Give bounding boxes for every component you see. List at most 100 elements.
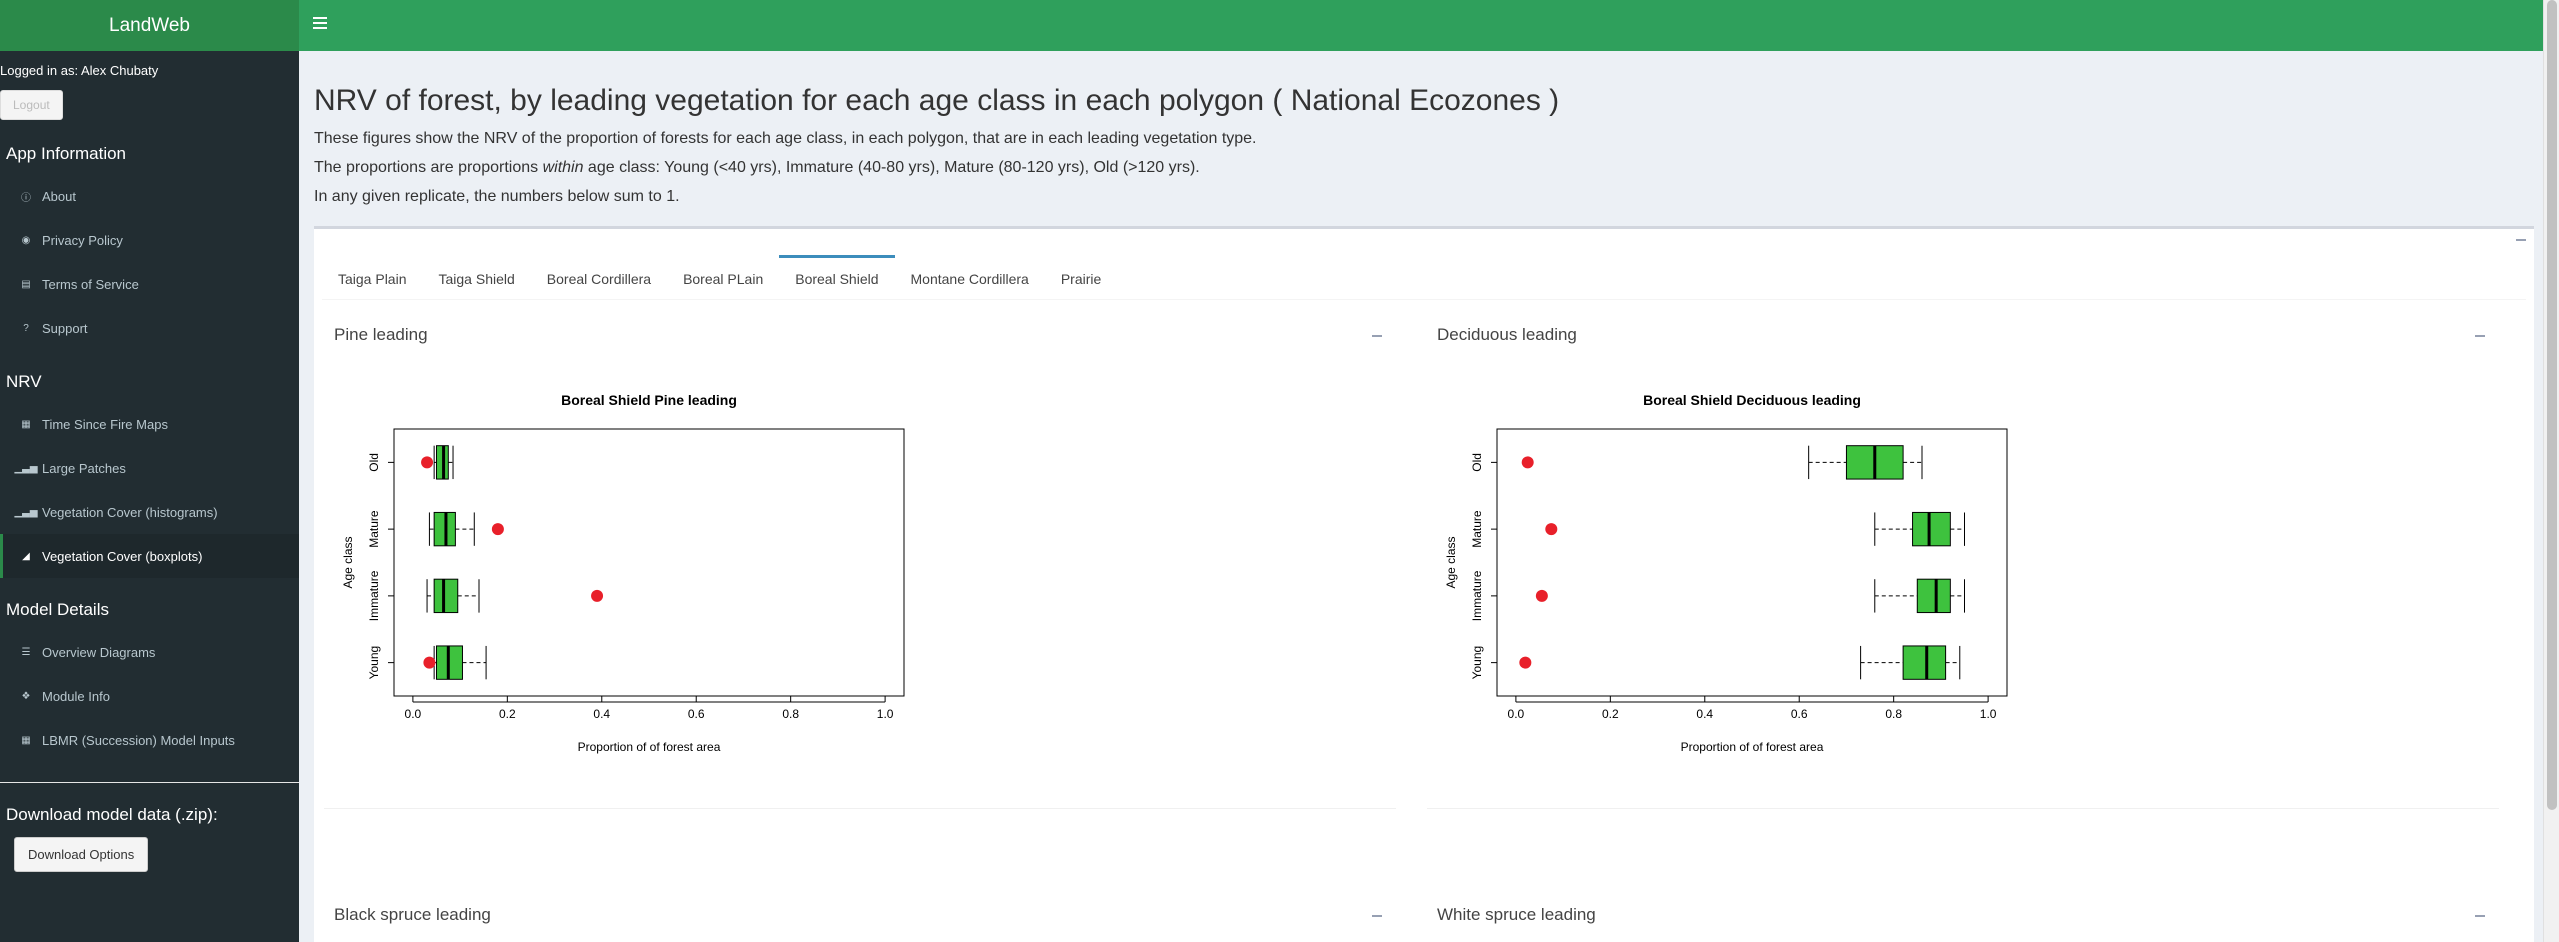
x-axis-label: Proportion of of forest area bbox=[1681, 740, 1824, 754]
tab-boreal-plain[interactable]: Boreal PLain bbox=[683, 271, 764, 287]
desc-line-3: In any given replicate, the numbers belo… bbox=[314, 188, 680, 205]
y-axis-label: Age class bbox=[341, 536, 355, 588]
ecozone-box: Taiga Plain Taiga Shield Boreal Cordillera… bbox=[314, 226, 2534, 942]
panel-white-spruce-leading: White spruce leading bbox=[1427, 889, 2499, 942]
top-navbar bbox=[299, 0, 2543, 51]
data-point bbox=[1535, 589, 1548, 602]
x-tick-label: 0.2 bbox=[1602, 707, 1619, 721]
ecozone-tabs: Taiga Plain Taiga Shield Boreal Cordillera… bbox=[322, 255, 2526, 300]
x-tick-label: 1.0 bbox=[1980, 707, 1997, 721]
x-tick-label: 0.6 bbox=[1791, 707, 1808, 721]
page-description: These figures show the NRV of the propor… bbox=[314, 124, 2543, 211]
tab-taiga-shield[interactable]: Taiga Shield bbox=[438, 271, 515, 287]
sidebar-section-header: App Information bbox=[6, 144, 127, 163]
box bbox=[1916, 578, 1951, 614]
x-axis-label: Proportion of of forest area bbox=[578, 740, 721, 754]
table-icon: ▦ bbox=[21, 734, 31, 746]
category-label: Mature bbox=[367, 510, 381, 548]
data-point bbox=[421, 456, 434, 469]
logged-in-text: Logged in as: Alex Chubaty bbox=[0, 63, 159, 78]
panel-pine-leading: Pine leading Boreal Shield Pine leading O… bbox=[324, 309, 1396, 809]
panel-deciduous-leading: Deciduous leading Boreal Shield Deciduou… bbox=[1427, 309, 2499, 809]
data-point bbox=[1519, 656, 1532, 669]
tab-taiga-plain[interactable]: Taiga Plain bbox=[338, 271, 407, 287]
sidebar-item-label: Terms of Service bbox=[42, 276, 139, 292]
chart-title: Boreal Shield Pine leading bbox=[561, 392, 737, 408]
panel-collapse-icon[interactable] bbox=[1372, 335, 1382, 337]
panel-title: Deciduous leading bbox=[1437, 325, 1577, 344]
sidebar-item-about[interactable]: ⓘ About bbox=[0, 174, 299, 218]
sidebar-item-label: Module Info bbox=[42, 688, 110, 704]
bar-chart-icon: ▁▃▅ bbox=[14, 462, 38, 474]
category-label: Young bbox=[367, 646, 381, 680]
tab-boreal-cordillera[interactable]: Boreal Cordillera bbox=[546, 271, 652, 287]
panel-title: Pine leading bbox=[334, 325, 428, 344]
panel-title: White spruce leading bbox=[1437, 905, 1596, 924]
sidebar-item-time-since-fire-maps[interactable]: ▦ Time Since Fire Maps bbox=[0, 402, 299, 446]
data-point bbox=[591, 589, 604, 602]
x-tick-label: 0.8 bbox=[782, 707, 799, 721]
box bbox=[1912, 511, 1951, 547]
sidebar-item-label: Support bbox=[42, 320, 88, 336]
sidebar-item-lbmr-succession-model-inputs[interactable]: ▦ LBMR (Succession) Model Inputs bbox=[0, 718, 299, 762]
x-tick-label: 0.2 bbox=[499, 707, 516, 721]
sidebar-item-label: Vegetation Cover (boxplots) bbox=[42, 548, 203, 564]
data-point bbox=[423, 656, 436, 669]
sidebar-item-overview-diagrams[interactable]: ☰ Overview Diagrams bbox=[0, 630, 299, 674]
data-point bbox=[491, 523, 504, 536]
panel-collapse-icon[interactable] bbox=[2475, 915, 2485, 917]
panel-collapse-icon[interactable] bbox=[2475, 335, 2485, 337]
area-chart-icon: ◢ bbox=[22, 550, 30, 562]
info-circle-icon: ⓘ bbox=[21, 192, 31, 204]
sitemap-icon: ☰ bbox=[21, 646, 31, 658]
puzzle-icon: ❖ bbox=[21, 690, 31, 702]
sidebar-section-header: NRV bbox=[6, 372, 42, 391]
category-label: Old bbox=[1470, 453, 1484, 472]
sidebar-item-vegetation-cover-histograms[interactable]: ▁▃▅ Vegetation Cover (histograms) bbox=[0, 490, 299, 534]
panel-collapse-icon[interactable] bbox=[1372, 915, 1382, 917]
plot-frame bbox=[393, 428, 905, 697]
scrollbar-thumb[interactable] bbox=[2547, 0, 2557, 810]
tab-prairie[interactable]: Prairie bbox=[1060, 271, 1102, 287]
sidebar-item-privacy-policy[interactable]: ◉ Privacy Policy bbox=[0, 218, 299, 262]
sidebar-item-terms-of-service[interactable]: ▤ Terms of Service bbox=[0, 262, 299, 306]
download-title: Download model data (.zip): bbox=[6, 805, 218, 824]
user-panel: Logged in as: Alex Chubaty Logout bbox=[0, 51, 299, 120]
logout-button[interactable]: Logout bbox=[0, 90, 63, 120]
box bbox=[433, 578, 459, 614]
data-point bbox=[1545, 523, 1558, 536]
page-title: NRV of forest, by leading vegetation for… bbox=[314, 84, 1560, 117]
tab-montane-cordillera[interactable]: Montane Cordillera bbox=[910, 271, 1029, 287]
scrollbar[interactable] bbox=[2543, 0, 2559, 942]
sidebar-item-label: Large Patches bbox=[42, 460, 126, 476]
category-label: Young bbox=[1470, 646, 1484, 680]
desc-line-2-em: within bbox=[542, 159, 584, 176]
sidebar-item-module-info[interactable]: ❖ Module Info bbox=[0, 674, 299, 718]
sidebar-menu: App Information ⓘ About ◉ Privacy Policy ▤ Ter… bbox=[0, 134, 299, 762]
sidebar-item-label: About bbox=[42, 188, 76, 204]
x-tick-label: 0.4 bbox=[1696, 707, 1713, 721]
sidebar-section-header: Model Details bbox=[6, 600, 109, 619]
sidebar-item-support[interactable]: ? Support bbox=[0, 306, 299, 350]
sidebar-item-vegetation-cover-boxplots[interactable]: ◢ Vegetation Cover (boxplots) bbox=[0, 534, 299, 578]
desc-line-2-pre: The proportions are proportions bbox=[314, 159, 543, 176]
x-tick-label: 0.8 bbox=[1885, 707, 1902, 721]
download-options-button[interactable]: Download Options bbox=[14, 837, 149, 872]
desc-line-1: These figures show the NRV of the propor… bbox=[314, 130, 1257, 147]
map-icon: ▦ bbox=[21, 418, 31, 430]
sidebar-item-label: Privacy Policy bbox=[42, 232, 123, 248]
box-collapse-icon[interactable] bbox=[2516, 239, 2526, 241]
desc-line-2: The proportions are proportions within a… bbox=[314, 153, 2543, 182]
box bbox=[1902, 645, 1947, 680]
x-tick-label: 0.4 bbox=[593, 707, 610, 721]
sidebar-item-large-patches[interactable]: ▁▃▅ Large Patches bbox=[0, 446, 299, 490]
category-label: Immature bbox=[367, 570, 381, 621]
data-point bbox=[1521, 456, 1534, 469]
pine-boxplot-chart: Boreal Shield Pine leading Old Mature Immat… bbox=[341, 392, 905, 754]
panel-title: Black spruce leading bbox=[334, 905, 491, 924]
app-logo[interactable]: LandWeb bbox=[0, 0, 299, 51]
x-tick-label: 1.0 bbox=[877, 707, 894, 721]
deciduous-boxplot-chart: Boreal Shield Deciduous leading Old Mature… bbox=[1444, 392, 2008, 754]
tab-boreal-shield[interactable]: Boreal Shield bbox=[779, 255, 895, 300]
sidebar-toggle-icon[interactable] bbox=[313, 17, 327, 33]
